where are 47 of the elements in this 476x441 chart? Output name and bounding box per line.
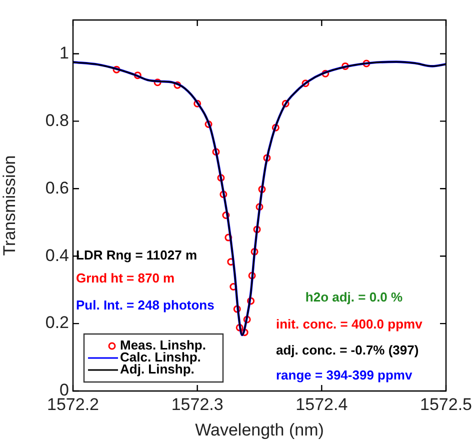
point [240, 328, 248, 336]
x-tick-label: 1572.5 [420, 394, 472, 414]
point [302, 80, 310, 88]
x-tick-label: 1572.3 [171, 394, 224, 414]
y-tick-label: 0.4 [45, 246, 69, 265]
point [256, 203, 264, 211]
point [154, 78, 162, 86]
point [174, 81, 182, 89]
y-tick-label: 0.2 [45, 313, 69, 332]
point [212, 148, 220, 156]
annotation: init. conc. = 400.0 ppmv [276, 316, 424, 332]
point [253, 226, 261, 234]
x-tick-label: 1572.2 [47, 394, 99, 414]
y-tick-label: 0.6 [45, 178, 69, 198]
point [342, 62, 350, 70]
annotation: range = 394-399 ppmv [276, 368, 413, 383]
legend-label: Meas. Linshp. [120, 338, 206, 353]
x-axis-title: Wavelength (nm) [195, 420, 324, 440]
point [220, 190, 228, 198]
annotation: Pul. Int. = 248 photons [76, 298, 214, 313]
point [134, 72, 142, 80]
point [362, 60, 370, 68]
point [224, 234, 232, 242]
point [263, 154, 271, 162]
y-tick-label: 1 [60, 43, 69, 62]
point [248, 272, 256, 280]
point [322, 70, 330, 78]
point [250, 248, 258, 256]
point [112, 66, 120, 74]
point [233, 305, 241, 313]
point [204, 120, 212, 128]
point [194, 100, 202, 108]
y-tick-label: 0.8 [45, 110, 69, 130]
point [272, 124, 280, 132]
y-axis-title: Transmission [0, 155, 19, 256]
annotation: Grnd ht = 870 m [76, 270, 175, 286]
point [222, 212, 230, 220]
point [236, 324, 244, 332]
annotation: LDR Rng = 11027 m [76, 248, 198, 263]
point [258, 186, 266, 194]
annotation: h2o adj. = 0.0 % [305, 290, 404, 305]
point [282, 100, 290, 108]
annotation: adj. conc. = -0.7% (397) [276, 342, 419, 358]
point [217, 174, 225, 182]
x-tick-label: 1572.4 [296, 394, 348, 414]
point [247, 297, 255, 305]
point [243, 316, 251, 324]
